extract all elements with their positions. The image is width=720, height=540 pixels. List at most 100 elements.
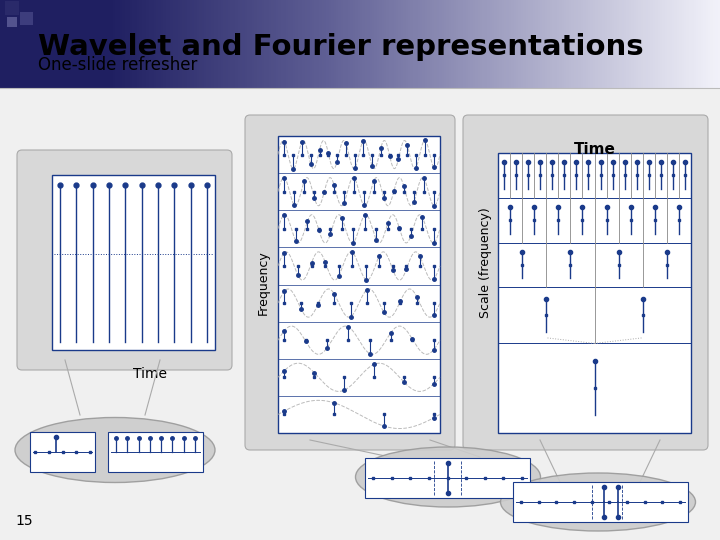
- Bar: [333, 0, 337, 88]
- Bar: [389, 0, 392, 88]
- Bar: [0, 0, 4, 88]
- Bar: [459, 0, 462, 88]
- Bar: [533, 0, 536, 88]
- Bar: [120, 0, 123, 88]
- Bar: [427, 0, 431, 88]
- Bar: [264, 0, 267, 88]
- Bar: [365, 0, 368, 88]
- Bar: [487, 0, 490, 88]
- Bar: [250, 0, 253, 88]
- Bar: [166, 0, 169, 88]
- Bar: [423, 0, 426, 88]
- Bar: [315, 0, 318, 88]
- Bar: [197, 0, 200, 88]
- Bar: [278, 136, 440, 433]
- Bar: [96, 0, 99, 88]
- Bar: [567, 0, 570, 88]
- Bar: [686, 0, 690, 88]
- Bar: [180, 0, 184, 88]
- Bar: [593, 0, 596, 88]
- Bar: [187, 0, 191, 88]
- Bar: [675, 0, 678, 88]
- Bar: [513, 482, 688, 522]
- Bar: [576, 0, 580, 88]
- Bar: [619, 0, 623, 88]
- Bar: [682, 0, 685, 88]
- Bar: [158, 0, 162, 88]
- Bar: [547, 0, 551, 88]
- Bar: [552, 0, 555, 88]
- Bar: [391, 0, 395, 88]
- Bar: [585, 0, 589, 88]
- Bar: [672, 0, 675, 88]
- Bar: [526, 0, 529, 88]
- Bar: [540, 0, 544, 88]
- Bar: [441, 0, 445, 88]
- Bar: [302, 0, 306, 88]
- Bar: [641, 0, 644, 88]
- Bar: [516, 0, 519, 88]
- Bar: [130, 0, 133, 88]
- Bar: [718, 0, 720, 88]
- Bar: [192, 0, 195, 88]
- Bar: [127, 0, 130, 88]
- Bar: [84, 0, 87, 88]
- Bar: [156, 0, 159, 88]
- Bar: [99, 0, 102, 88]
- Bar: [225, 0, 229, 88]
- Bar: [583, 0, 587, 88]
- Bar: [430, 0, 433, 88]
- Bar: [288, 0, 292, 88]
- Bar: [161, 0, 164, 88]
- Bar: [310, 0, 313, 88]
- Bar: [185, 0, 188, 88]
- Bar: [60, 0, 63, 88]
- Bar: [574, 0, 577, 88]
- Bar: [338, 0, 342, 88]
- Bar: [415, 0, 418, 88]
- Bar: [466, 0, 469, 88]
- Bar: [7, 17, 17, 27]
- Bar: [434, 0, 438, 88]
- Bar: [456, 0, 459, 88]
- Bar: [662, 0, 666, 88]
- Bar: [209, 0, 212, 88]
- Bar: [396, 0, 400, 88]
- Bar: [113, 0, 116, 88]
- Bar: [677, 0, 680, 88]
- Bar: [74, 0, 78, 88]
- Bar: [581, 0, 584, 88]
- Bar: [293, 0, 296, 88]
- Bar: [531, 0, 534, 88]
- Bar: [52, 175, 215, 350]
- Bar: [91, 0, 94, 88]
- Bar: [562, 0, 565, 88]
- Bar: [490, 0, 493, 88]
- Bar: [142, 0, 145, 88]
- Bar: [5, 0, 8, 88]
- Bar: [713, 0, 716, 88]
- Bar: [55, 0, 58, 88]
- Bar: [511, 0, 515, 88]
- Bar: [410, 0, 414, 88]
- Bar: [240, 0, 243, 88]
- Bar: [634, 0, 637, 88]
- Bar: [274, 0, 277, 88]
- Bar: [590, 0, 594, 88]
- FancyBboxPatch shape: [463, 115, 708, 450]
- Bar: [679, 0, 683, 88]
- Bar: [595, 0, 598, 88]
- Bar: [173, 0, 176, 88]
- Bar: [204, 0, 207, 88]
- Bar: [477, 0, 481, 88]
- Bar: [384, 0, 387, 88]
- Bar: [50, 0, 54, 88]
- Bar: [2, 0, 6, 88]
- Bar: [646, 0, 649, 88]
- Bar: [230, 0, 234, 88]
- Bar: [394, 0, 397, 88]
- Bar: [336, 0, 339, 88]
- Bar: [528, 0, 531, 88]
- Bar: [653, 0, 656, 88]
- Bar: [559, 0, 562, 88]
